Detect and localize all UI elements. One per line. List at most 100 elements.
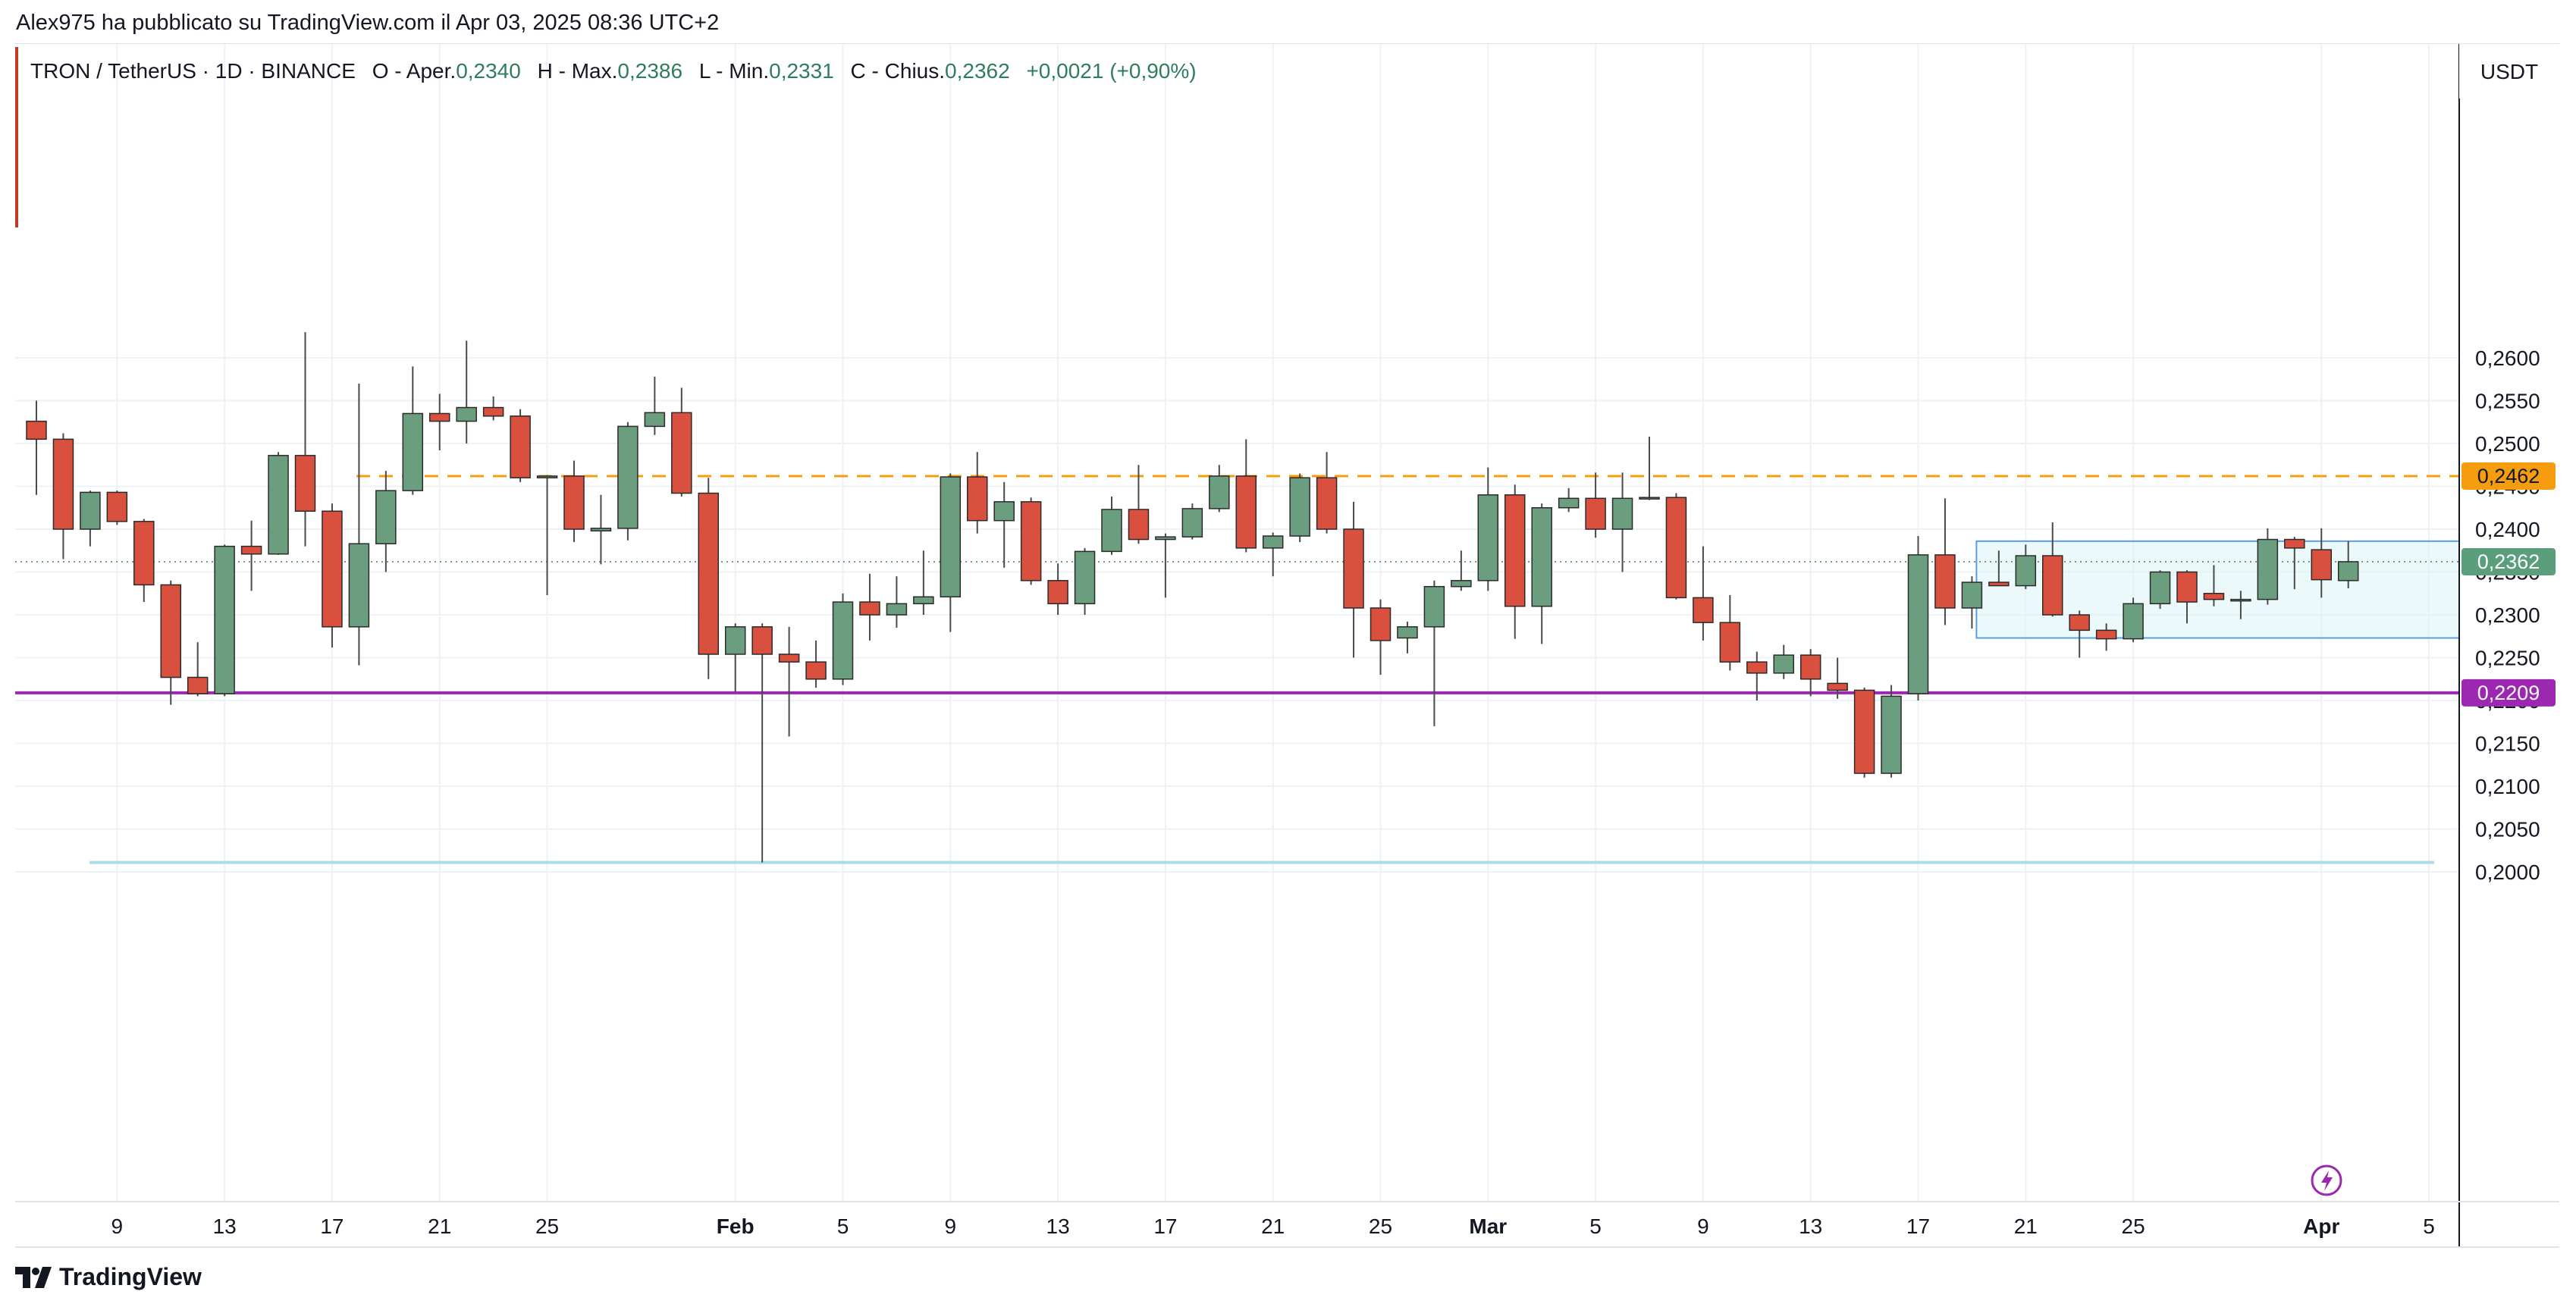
candle[interactable] [1128, 465, 1150, 544]
candle[interactable] [563, 460, 585, 542]
candle[interactable] [160, 580, 181, 705]
candle[interactable] [805, 640, 827, 688]
candle[interactable] [510, 409, 531, 482]
candle[interactable] [52, 433, 74, 559]
tradingview-logo[interactable]: TradingView [15, 1263, 202, 1291]
candle[interactable] [671, 387, 692, 497]
candle[interactable] [1531, 503, 1552, 644]
candle-body [1988, 581, 2010, 587]
candle[interactable] [778, 626, 800, 737]
candle[interactable] [940, 473, 962, 632]
candle[interactable] [1773, 644, 1794, 679]
candle[interactable] [1047, 563, 1068, 615]
candle[interactable] [2337, 541, 2359, 588]
candle[interactable] [26, 400, 47, 495]
candle[interactable] [536, 475, 558, 596]
candle[interactable] [1585, 472, 1606, 538]
lightning-icon[interactable] [2311, 1164, 2342, 1196]
candle[interactable] [698, 478, 719, 679]
candle[interactable] [1155, 533, 1176, 598]
candle[interactable] [1262, 532, 1284, 577]
candle[interactable] [1477, 467, 1499, 591]
price-axis[interactable] [2458, 44, 2559, 1202]
candle[interactable] [1397, 622, 1418, 654]
candle[interactable] [1370, 599, 1392, 675]
candle[interactable] [294, 332, 316, 547]
candle[interactable] [402, 366, 424, 495]
candle[interactable] [348, 383, 370, 666]
candle[interactable] [2230, 591, 2251, 619]
candle[interactable] [1799, 649, 1821, 697]
candle[interactable] [2042, 522, 2063, 617]
candle[interactable] [482, 396, 504, 421]
candle[interactable] [1451, 550, 1472, 591]
candle[interactable] [2257, 528, 2279, 605]
candle[interactable] [1988, 550, 2010, 587]
time-label: 25 [535, 1215, 559, 1238]
candle[interactable] [187, 642, 209, 697]
candle[interactable] [2203, 565, 2225, 606]
candle[interactable] [1235, 439, 1257, 553]
candle[interactable] [2095, 623, 2117, 651]
candle[interactable] [1827, 657, 1848, 699]
candle[interactable] [80, 491, 101, 547]
candle[interactable] [133, 519, 155, 603]
candle[interactable] [1209, 465, 1230, 512]
candle[interactable] [590, 494, 612, 565]
candle[interactable] [1907, 536, 1929, 701]
candle[interactable] [1504, 484, 1526, 639]
candle[interactable] [886, 576, 908, 628]
candle[interactable] [2123, 597, 2144, 643]
candle[interactable] [1074, 547, 1096, 615]
candle[interactable] [1181, 503, 1203, 540]
legend-symbol[interactable]: TRON / TetherUS · 1D · BINANCE [30, 59, 356, 83]
candle[interactable] [375, 471, 397, 572]
candle[interactable] [2311, 528, 2332, 598]
candle[interactable] [1934, 498, 1956, 625]
candle[interactable] [106, 491, 128, 525]
candle[interactable] [214, 544, 235, 697]
candle[interactable] [429, 393, 450, 451]
candle[interactable] [1020, 497, 1042, 585]
candle[interactable] [456, 340, 477, 444]
candle[interactable] [1961, 576, 1983, 629]
candle[interactable] [240, 520, 262, 591]
candle[interactable] [1853, 688, 1875, 778]
currency-label[interactable]: USDT [2480, 60, 2538, 83]
candle[interactable] [1423, 580, 1445, 726]
candle[interactable] [1289, 473, 1310, 542]
candle[interactable] [859, 573, 880, 641]
candle[interactable] [993, 481, 1015, 568]
candle[interactable] [617, 422, 639, 541]
candle[interactable] [1881, 685, 1902, 778]
candle[interactable] [832, 593, 854, 685]
candle[interactable] [2069, 610, 2090, 658]
candle[interactable] [913, 550, 934, 615]
candle[interactable] [751, 623, 773, 863]
candle[interactable] [268, 452, 289, 555]
candle[interactable] [1639, 436, 1660, 500]
candle[interactable] [1693, 546, 1714, 641]
candle[interactable] [2176, 570, 2198, 624]
candle[interactable] [724, 623, 746, 692]
candle[interactable] [2015, 544, 2037, 590]
candle[interactable] [1746, 651, 1768, 701]
time-labels[interactable]: 9 13 17 21 25 Feb 5 9 13 17 21 25 Mar 5 9 13 17 21 25 Apr 5 [111, 1215, 2435, 1238]
candle[interactable] [1665, 493, 1687, 600]
candle[interactable] [2149, 570, 2171, 610]
candle[interactable] [644, 376, 666, 435]
candle[interactable] [1611, 472, 1633, 572]
candle[interactable] [1719, 595, 1741, 671]
candle[interactable] [967, 452, 988, 534]
legend-text[interactable]: TRON / TetherUS · 1D · BINANCE O - Aper.… [30, 59, 1197, 83]
candle[interactable] [1558, 487, 1580, 512]
candle-body [1020, 501, 1042, 581]
candle-body [724, 626, 746, 655]
candle[interactable] [2284, 537, 2305, 590]
currency-box[interactable] [2459, 44, 2559, 99]
candle[interactable] [1343, 501, 1364, 658]
candle[interactable] [1316, 452, 1338, 534]
candle[interactable] [322, 503, 343, 647]
candle[interactable] [1101, 497, 1122, 555]
